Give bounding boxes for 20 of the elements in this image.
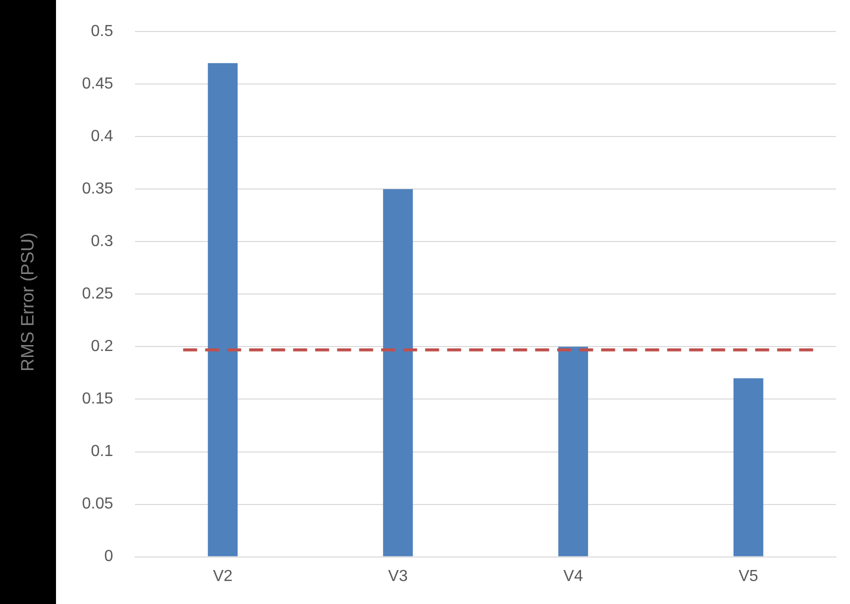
y-tick-label: 0.5 — [90, 23, 114, 40]
x-tick-label: V3 — [388, 568, 408, 585]
y-tick-label: 0.15 — [82, 390, 114, 408]
bar — [734, 378, 764, 556]
x-tick-label: V4 — [563, 568, 584, 585]
y-tick-label: 0.25 — [82, 286, 114, 303]
y-tick-label: 0.35 — [82, 180, 114, 198]
y-axis-title: RMS Error (PSU) — [18, 232, 38, 372]
y-tick-label: 0.05 — [82, 496, 114, 513]
x-tick-label: V5 — [738, 568, 758, 585]
bar — [383, 189, 413, 556]
y-tick-label: 0.45 — [82, 76, 114, 93]
y-tick-label: 0.4 — [90, 128, 114, 146]
y-tick-label: 0.1 — [90, 443, 114, 460]
bar — [558, 346, 588, 556]
x-tick-label: V2 — [212, 568, 233, 585]
y-tick-label: 0 — [104, 548, 114, 566]
y-tick-label: 0.3 — [90, 233, 114, 250]
bar — [208, 63, 238, 556]
y-tick-label: 0.2 — [90, 338, 114, 356]
